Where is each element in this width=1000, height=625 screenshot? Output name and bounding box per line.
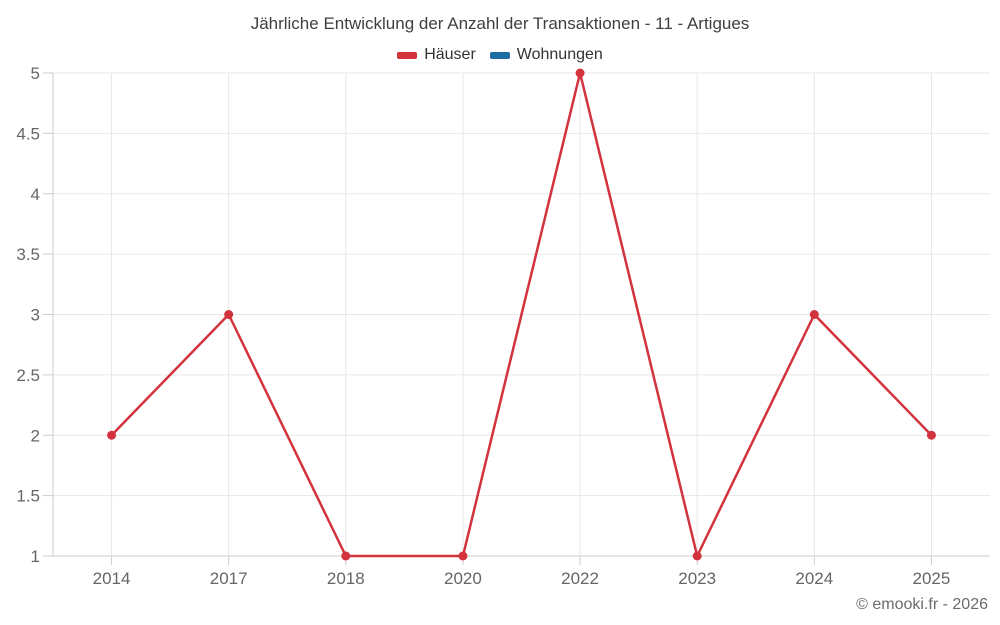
legend-label-haeuser: Häuser xyxy=(424,46,476,63)
data-point-marker[interactable] xyxy=(341,551,351,561)
data-point-marker[interactable] xyxy=(458,551,468,561)
legend: Häuser Wohnungen xyxy=(0,46,1000,64)
data-point-marker[interactable] xyxy=(926,430,936,440)
legend-label-wohnungen: Wohnungen xyxy=(516,46,603,63)
copyright-footer: © emooki.fr - 2026 xyxy=(856,596,988,613)
x-axis-tick-label: 2020 xyxy=(444,569,482,588)
x-axis-tick-label: 2017 xyxy=(210,569,248,588)
chart-title: Jährliche Entwicklung der Anzahl der Tra… xyxy=(250,14,750,33)
data-point-marker[interactable] xyxy=(575,68,585,78)
x-axis-tick-label: 2022 xyxy=(561,569,599,588)
y-axis-tick-label: 4.5 xyxy=(16,124,40,143)
data-point-marker[interactable] xyxy=(224,310,234,319)
y-axis-tick-label: 2 xyxy=(31,426,40,445)
x-axis-tick-label: 2018 xyxy=(327,569,365,588)
legend-swatch-wohnungen xyxy=(489,51,510,59)
legend-swatch-haeuser xyxy=(397,51,418,59)
x-axis-tick-label: 2014 xyxy=(93,569,131,588)
legend-item-wohnungen[interactable]: Wohnungen xyxy=(489,46,603,64)
x-axis-tick-label: 2025 xyxy=(913,569,951,588)
x-axis-tick-label: 2024 xyxy=(795,569,833,588)
y-axis-tick-label: 4 xyxy=(31,185,40,204)
x-axis-tick-label: 2023 xyxy=(678,569,716,588)
y-axis-tick-label: 1 xyxy=(31,547,40,566)
y-axis-tick-label: 1.5 xyxy=(16,487,40,506)
y-axis-tick-label: 3.5 xyxy=(16,245,40,264)
y-axis-tick-label: 2.5 xyxy=(16,366,40,385)
series-line-häuser xyxy=(110,71,933,558)
data-point-marker[interactable] xyxy=(692,551,702,561)
data-point-marker[interactable] xyxy=(809,310,819,319)
y-axis-tick-label: 3 xyxy=(31,306,40,325)
y-axis-tick-label: 5 xyxy=(31,64,40,83)
data-point-marker[interactable] xyxy=(107,430,117,440)
legend-item-haeuser[interactable]: Häuser xyxy=(397,46,476,64)
